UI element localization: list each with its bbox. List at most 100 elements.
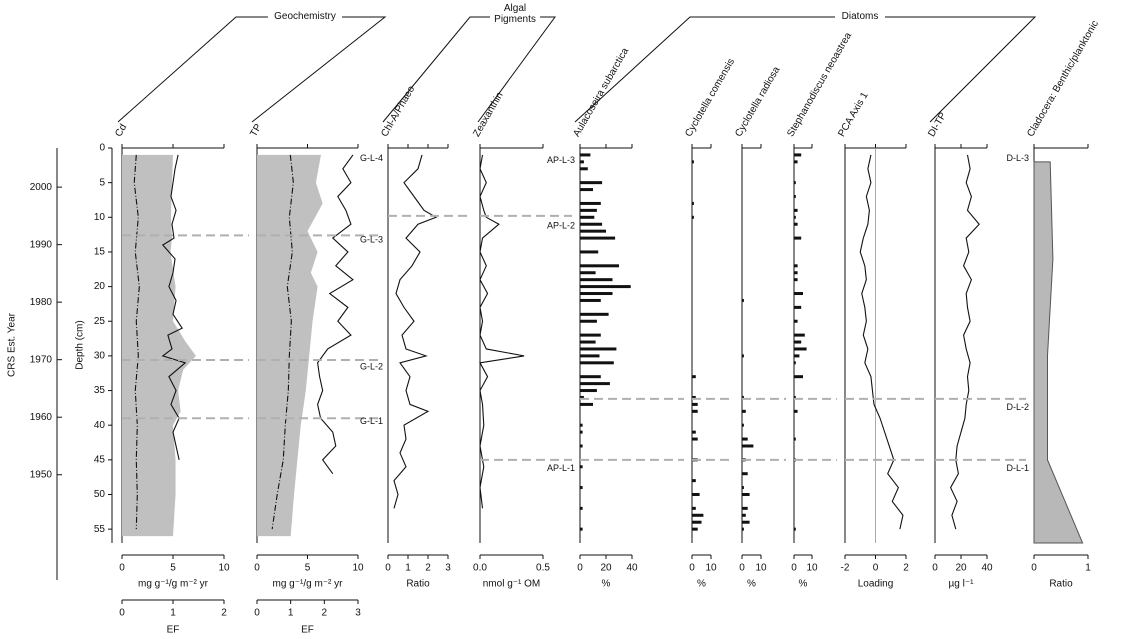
bar [692, 402, 698, 406]
bar [794, 264, 798, 268]
bar [580, 298, 601, 302]
bar [580, 347, 617, 351]
x-tick-label: 0 [254, 563, 260, 574]
y-tick-label: 0 [99, 143, 105, 154]
bar [580, 215, 595, 219]
x-tick-label: 0 [689, 563, 695, 574]
bar [794, 361, 796, 365]
y-tick-label: 10 [94, 212, 106, 223]
bar [794, 160, 798, 164]
bar [742, 492, 750, 496]
x-tick-label: 0 [119, 608, 125, 619]
y-tick-label: 1950 [30, 469, 53, 480]
line [161, 154, 187, 460]
panel: Zeaxanthin 0.0 0.5 nmol g⁻¹ OM [471, 90, 572, 590]
bar [580, 506, 583, 510]
panel: Chl-A/Phaeo 0 1 2 3 Ratio G-L-4 G-L-3 G-L-2 G-L-1 [360, 84, 472, 590]
x-tick-label: 0 [119, 563, 125, 574]
x-tick-label: 0.0 [473, 563, 487, 574]
bar [580, 236, 616, 240]
bar [580, 333, 601, 337]
bar [742, 298, 744, 302]
bar [580, 340, 596, 344]
axis-title: Ratio [406, 579, 430, 590]
x-tick-label: 0 [385, 563, 391, 574]
bar [794, 181, 796, 185]
bar [580, 264, 619, 268]
x-tick-label: 10 [806, 563, 818, 574]
axis-title: CRS Est. Year [7, 312, 18, 377]
axis-title: Ratio [1049, 579, 1073, 590]
bar [742, 354, 744, 358]
x-tick-label: 1 [405, 563, 411, 574]
bar [692, 160, 694, 164]
bar [692, 201, 694, 205]
bar [794, 195, 796, 199]
axis-title: Loading [858, 579, 894, 590]
y-tick-label: 1970 [30, 354, 53, 365]
group-leaders [117, 16, 1037, 123]
y-tick-label: 40 [94, 420, 106, 431]
leader-line [251, 16, 387, 123]
bar [794, 292, 803, 296]
x-tick-label: 20 [955, 563, 967, 574]
x-tick-label: 1 [1085, 563, 1091, 574]
bar [580, 375, 601, 379]
y-tick-label: 1960 [30, 412, 53, 423]
axis-title: EF [301, 625, 314, 636]
y-tick-label: 1990 [30, 239, 53, 250]
y-tick-label: 15 [94, 247, 106, 258]
panel-title: Aulacoseira subarctica [571, 46, 631, 139]
bar [580, 201, 601, 205]
x-tick-label: 40 [626, 563, 638, 574]
bar [580, 229, 606, 233]
y-tick-label: 30 [94, 351, 106, 362]
zone-label: AP-L-2 [547, 221, 575, 231]
bar [580, 167, 588, 171]
axis-title: µg l⁻¹ [949, 579, 975, 590]
bar [580, 292, 613, 296]
zone-label: G-L-3 [360, 235, 383, 245]
x-tick-label: 10 [705, 563, 717, 574]
bar [580, 444, 583, 448]
panel: Cd 0 5 10 mg g⁻¹/g m⁻² yr 0 1 2 EF [113, 122, 249, 636]
panel: DI-TP 0 20 40 µg l⁻¹ [926, 110, 1026, 590]
x-tick-label: 10 [352, 563, 364, 574]
x-tick-label: 0 [254, 608, 260, 619]
bar [580, 354, 600, 358]
bar [742, 472, 748, 476]
bar [794, 319, 798, 323]
panel-title: DI-TP [926, 110, 949, 138]
axis-title: mg g⁻¹/g m⁻² yr [138, 579, 209, 590]
bar [742, 423, 744, 427]
x-tick-label: 2 [221, 608, 227, 619]
bar [794, 271, 798, 275]
bar [794, 208, 798, 212]
bar [692, 513, 704, 517]
y-tick-label: 20 [94, 281, 106, 292]
zone-label: G-L-1 [360, 416, 383, 426]
bar [692, 215, 694, 219]
bar [580, 527, 583, 531]
group-label: Algal Pigments [494, 3, 536, 25]
group-label: Geochemistry [274, 11, 336, 22]
bar [742, 395, 744, 399]
x-tick-label: 3 [445, 563, 451, 574]
y-tick-label: 45 [94, 454, 106, 465]
x-tick-label: 5 [305, 563, 311, 574]
x-tick-label: -2 [841, 563, 850, 574]
bar [794, 278, 798, 282]
axis-title: EF [167, 625, 180, 636]
x-tick-label: 3 [355, 608, 361, 619]
bar [794, 395, 796, 399]
panel-title: Cladocera: Benthic/planktonic [1025, 19, 1101, 139]
bar [692, 375, 696, 379]
bar [794, 222, 798, 226]
leader-line [885, 16, 1037, 123]
panel-title: Zeaxanthin [471, 90, 505, 138]
y-tick-label: 25 [94, 316, 106, 327]
bar [580, 271, 596, 275]
x-tick-label: 20 [600, 563, 612, 574]
bar [580, 423, 583, 427]
